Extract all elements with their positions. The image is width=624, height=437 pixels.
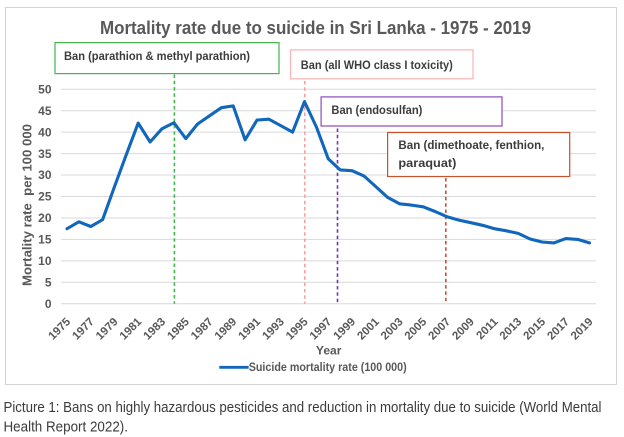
svg-text:15: 15 bbox=[38, 233, 52, 247]
svg-text:Year: Year bbox=[316, 344, 342, 358]
svg-text:25: 25 bbox=[38, 190, 52, 204]
svg-text:45: 45 bbox=[38, 104, 52, 118]
svg-text:35: 35 bbox=[38, 147, 52, 161]
svg-text:0: 0 bbox=[45, 297, 52, 311]
svg-text:50: 50 bbox=[38, 82, 52, 96]
svg-text:Mortality rate per 100 000: Mortality rate per 100 000 bbox=[20, 124, 35, 286]
svg-text:40: 40 bbox=[38, 125, 52, 139]
svg-text:Health Report 2022).: Health Report 2022). bbox=[4, 419, 129, 435]
svg-text:Mortality rate due to suicide: Mortality rate due to suicide in Sri Lan… bbox=[100, 18, 531, 38]
svg-text:10: 10 bbox=[38, 254, 52, 268]
svg-text:Ban (all WHO class I toxicity): Ban (all WHO class I toxicity) bbox=[301, 58, 453, 72]
svg-text:20: 20 bbox=[38, 211, 52, 225]
svg-text:Suicide mortality rate (100 00: Suicide mortality rate (100 000) bbox=[249, 360, 407, 374]
svg-text:Ban (dimethoate, fenthion,: Ban (dimethoate, fenthion, bbox=[398, 138, 544, 152]
svg-text:5: 5 bbox=[45, 276, 52, 290]
svg-text:paraquat): paraquat) bbox=[398, 156, 456, 170]
svg-text:Picture 1: Bans on highly haza: Picture 1: Bans on highly hazardous pest… bbox=[4, 400, 602, 416]
svg-text:Ban (parathion & methyl parath: Ban (parathion & methyl parathion) bbox=[64, 49, 250, 63]
svg-text:Ban (endosulfan): Ban (endosulfan) bbox=[331, 103, 422, 117]
svg-text:30: 30 bbox=[38, 168, 52, 182]
